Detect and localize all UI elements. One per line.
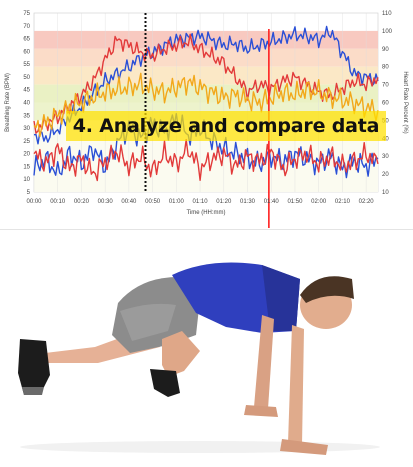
x-tick-label: 01:40 (264, 199, 280, 205)
hr-zone-band (34, 66, 378, 85)
x-tick-label: 00:30 (98, 199, 114, 205)
series-line (33, 138, 379, 182)
y-left-tick-label: 50 (23, 75, 30, 81)
series-line (33, 33, 379, 134)
x-tick-label: 00:50 (145, 199, 161, 205)
x-tick-label: 01:20 (216, 199, 232, 205)
y-left-tick-label: 15 (23, 164, 30, 170)
y-left-axis-title: Breathing Rate (BPM) (5, 73, 11, 132)
x-tick-label: 01:50 (287, 199, 303, 205)
y-left-tick-label: 75 (23, 11, 30, 17)
y-right-tick-label: 30 (382, 154, 389, 160)
x-tick-label: 01:30 (240, 199, 256, 205)
y-right-tick-label: 100 (382, 29, 393, 35)
y-right-tick-label: 80 (382, 65, 389, 71)
breathing-heart-rate-chart: 5101520253035404550556065707510203040506… (0, 0, 413, 228)
hr-zone-band (34, 48, 378, 67)
y-right-tick-label: 70 (382, 83, 389, 89)
hr-zone-band (34, 30, 378, 49)
x-tick-label: 02:20 (359, 199, 375, 205)
mountain-climber-photo (18, 262, 380, 455)
x-tick-label: 02:10 (335, 199, 351, 205)
y-right-tick-label: 110 (382, 11, 392, 17)
y-right-tick-label: 90 (382, 47, 389, 53)
y-left-tick-label: 65 (23, 37, 30, 43)
y-left-tick-label: 25 (23, 139, 30, 145)
y-left-tick-label: 40 (23, 101, 30, 107)
x-tick-label: 00:10 (50, 199, 66, 205)
series-line (33, 25, 379, 145)
y-left-tick-label: 30 (23, 126, 30, 132)
y-left-tick-label: 10 (23, 177, 30, 183)
y-left-tick-label: 20 (23, 152, 30, 158)
y-left-tick-label: 60 (23, 49, 30, 55)
y-left-tick-label: 70 (23, 24, 30, 30)
series-line (33, 72, 379, 138)
analyze-compare-banner: 4. Analyze and compare data (66, 111, 386, 141)
y-right-tick-label: 60 (382, 101, 389, 107)
y-left-tick-label: 45 (23, 88, 30, 94)
x-tick-label: 02:00 (311, 199, 327, 205)
section-divider (0, 229, 413, 230)
x-axis-title: Time (HH:mm) (186, 210, 225, 216)
x-tick-label: 00:00 (26, 199, 42, 205)
x-tick-label: 00:20 (74, 199, 90, 205)
y-left-tick-label: 35 (23, 113, 30, 119)
y-left-tick-label: 5 (27, 190, 31, 196)
y-left-tick-label: 55 (23, 62, 30, 68)
y-right-tick-label: 10 (382, 190, 389, 196)
y-right-tick-label: 20 (382, 172, 389, 178)
x-tick-label: 01:00 (169, 199, 185, 205)
x-tick-label: 00:40 (121, 199, 137, 205)
y-right-axis-title: Heart Rate Percent (%) (402, 71, 408, 133)
x-tick-label: 01:10 (193, 199, 209, 205)
